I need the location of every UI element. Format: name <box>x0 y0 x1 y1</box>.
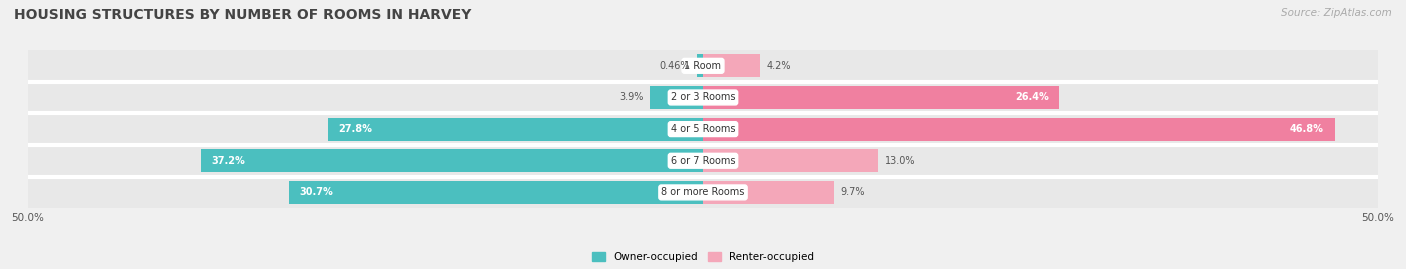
Bar <box>703 86 1059 109</box>
Text: 27.8%: 27.8% <box>339 124 373 134</box>
Text: 2 or 3 Rooms: 2 or 3 Rooms <box>671 93 735 102</box>
Text: 1 Room: 1 Room <box>685 61 721 71</box>
Bar <box>28 145 1378 176</box>
Text: 13.0%: 13.0% <box>886 156 915 166</box>
Bar <box>703 54 759 77</box>
Bar <box>28 82 1378 113</box>
Bar <box>703 149 879 172</box>
Bar <box>697 54 703 77</box>
Legend: Owner-occupied, Renter-occupied: Owner-occupied, Renter-occupied <box>588 247 818 266</box>
Bar <box>28 113 1378 145</box>
Text: 0.46%: 0.46% <box>659 61 690 71</box>
Bar <box>703 181 834 204</box>
Text: 6 or 7 Rooms: 6 or 7 Rooms <box>671 156 735 166</box>
Text: 46.8%: 46.8% <box>1291 124 1324 134</box>
Bar <box>201 149 703 172</box>
Text: 30.7%: 30.7% <box>299 187 333 197</box>
Text: 9.7%: 9.7% <box>841 187 865 197</box>
Text: 37.2%: 37.2% <box>212 156 246 166</box>
Bar <box>703 118 1334 140</box>
Bar <box>651 86 703 109</box>
Text: 4 or 5 Rooms: 4 or 5 Rooms <box>671 124 735 134</box>
Text: 4.2%: 4.2% <box>766 61 792 71</box>
Text: HOUSING STRUCTURES BY NUMBER OF ROOMS IN HARVEY: HOUSING STRUCTURES BY NUMBER OF ROOMS IN… <box>14 8 471 22</box>
Bar <box>288 181 703 204</box>
Text: Source: ZipAtlas.com: Source: ZipAtlas.com <box>1281 8 1392 18</box>
Text: 3.9%: 3.9% <box>619 93 644 102</box>
Text: 26.4%: 26.4% <box>1015 93 1049 102</box>
Bar <box>328 118 703 140</box>
Text: 8 or more Rooms: 8 or more Rooms <box>661 187 745 197</box>
Bar <box>28 176 1378 208</box>
Bar <box>28 50 1378 82</box>
